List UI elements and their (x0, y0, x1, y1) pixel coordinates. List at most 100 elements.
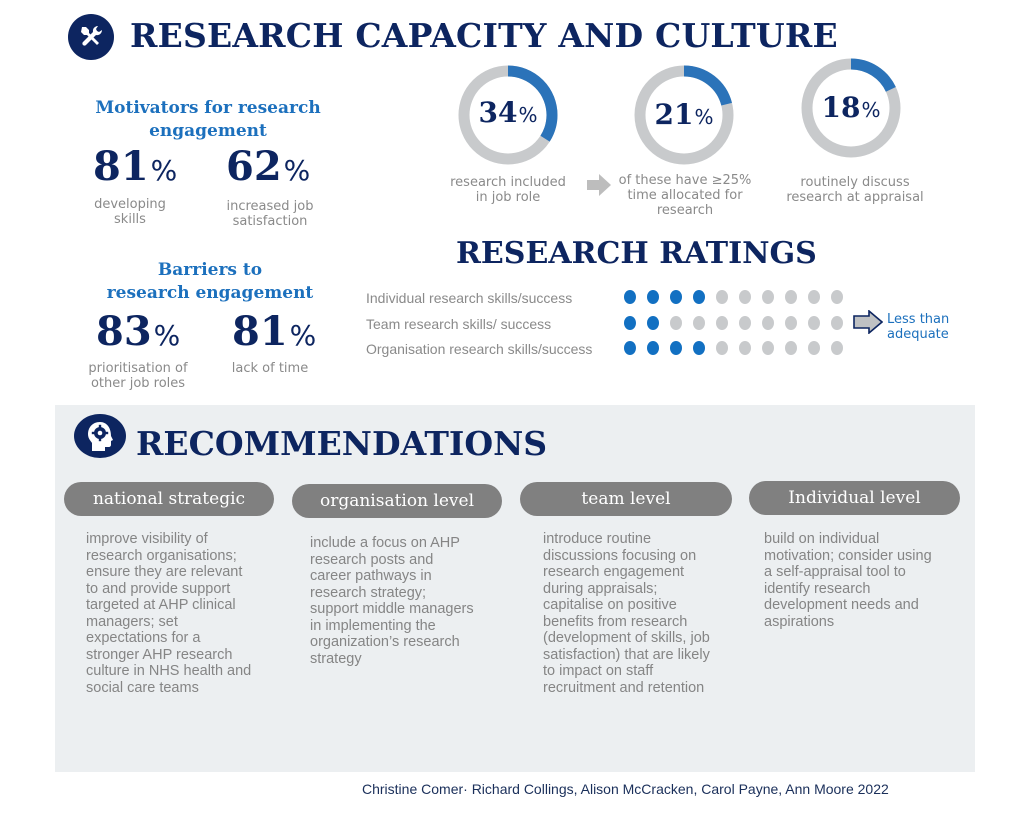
rating-dot-filled (670, 290, 682, 304)
rec-text-line: to and provide support (86, 580, 231, 597)
rec-text-line: culture in NHS health and (86, 663, 252, 679)
barrier-stat-value: 81% (232, 308, 317, 355)
rating-dot-filled (624, 290, 636, 304)
motivators-heading-line1: Motivators for research (95, 98, 321, 118)
donut-chart-34: 34% (458, 65, 558, 169)
rating-dot-empty (693, 316, 705, 330)
rating-dot-empty (785, 316, 797, 330)
rec-text-line: capitalise on positive (543, 597, 677, 613)
pill-individual-level: Individual level (749, 481, 960, 515)
pill-organisation-level: organisation level (292, 484, 502, 518)
rating-dot-filled (647, 316, 659, 330)
rec-text-line: social care teams (86, 679, 199, 696)
rating-dot-empty (739, 316, 751, 330)
rating-dot-empty (831, 341, 843, 355)
donut-ring (458, 65, 558, 165)
rec-text-line: identify research (764, 580, 871, 597)
rating-dot-filled (647, 290, 659, 304)
donut-ring (634, 65, 734, 165)
rec-text-line: research organisations; (86, 547, 237, 564)
rating-dot-empty (831, 290, 843, 304)
rec-text-line: include a focus on AHP (310, 535, 460, 551)
rating-dots (624, 341, 843, 355)
tools-icon (68, 14, 114, 60)
rec-text-line: to impact on staff (543, 663, 654, 679)
rating-dot-empty (808, 341, 820, 355)
recommendations-title: RECOMMENDATIONS (136, 424, 548, 463)
rating-dot-empty (808, 290, 820, 304)
rec-text-line: build on individual (764, 531, 880, 547)
rec-text-line: career pathways in (310, 568, 432, 584)
rating-label: Individual research skills/success (366, 290, 573, 306)
rec-text-line: introduce routine (543, 531, 652, 547)
motivator-stat-label: increased job satisfaction (226, 199, 314, 229)
recommendations-panel (55, 405, 975, 772)
rec-text-line: improve visibility of (86, 531, 208, 547)
motivator-stat-value: 62% (226, 143, 311, 190)
motivator-stat-label: developing skills (94, 197, 166, 227)
arrow-right-icon (587, 174, 611, 200)
authors-credit: Christine Comer· Richard Collings, Aliso… (362, 781, 889, 797)
donut-ring (801, 58, 901, 158)
rating-dot-empty (762, 341, 774, 355)
rec-text-line: targeted at AHP clinical (86, 597, 236, 613)
motivators-heading: Motivators for research engagement (70, 97, 346, 143)
rating-label: Organisation research skills/success (366, 341, 593, 357)
rating-dot-filled (624, 316, 636, 330)
rec-text-line: research posts and (310, 551, 434, 568)
rec-text-line: support middle managers (310, 601, 474, 617)
rating-dot-filled (693, 341, 705, 355)
donut-label: routinely discuss research at appraisal (786, 175, 924, 205)
rating-dot-empty (785, 290, 797, 304)
barrier-stat-value: 83% (96, 308, 181, 355)
rating-dot-empty (739, 290, 751, 304)
rec-text-team: introduce routine discussions focusing on… (543, 531, 743, 696)
page-title: RESEARCH CAPACITY AND CULTURE (130, 16, 838, 55)
pill-team-level: team level (520, 482, 732, 516)
rec-text-line: stronger AHP research (86, 646, 233, 663)
rating-dot-filled (624, 341, 636, 355)
rating-dot-empty (739, 341, 751, 355)
rec-text-line: development needs and (764, 597, 919, 613)
rec-text-individual: build on individual motivation; consider … (764, 531, 964, 630)
rec-text-line: organization’s research (310, 634, 460, 650)
rating-dot-empty (831, 316, 843, 330)
outline-arrow-right-icon (853, 309, 884, 338)
pill-national-strategic: national strategic (64, 482, 274, 516)
donut-value: 34% (478, 96, 538, 129)
rec-text-line: aspirations (764, 613, 835, 630)
donut-chart-18: 18% (801, 58, 901, 162)
motivator-stat-value: 81% (93, 143, 178, 190)
rec-text-line: recruitment and retention (543, 679, 705, 696)
rec-text-line: ensure they are relevant (86, 564, 243, 580)
rec-text-line: during appraisals; (543, 580, 658, 597)
rec-text-line: discussions focusing on (543, 547, 697, 564)
less-than-adequate-label: Less than adequate (887, 312, 950, 342)
rating-dot-empty (785, 341, 797, 355)
rec-text-line: motivation; consider using (764, 547, 932, 564)
donut-value: 18% (821, 91, 881, 124)
rating-dot-empty (716, 290, 728, 304)
rating-dot-empty (808, 316, 820, 330)
rating-dot-filled (670, 341, 682, 355)
rating-dot-filled (647, 341, 659, 355)
barriers-heading: Barriers to research engagement (80, 259, 340, 305)
donut-value: 21% (654, 98, 714, 131)
rating-dot-empty (716, 316, 728, 330)
donut-label: research included in job role (450, 175, 566, 205)
motivators-heading-line2: engagement (149, 121, 267, 141)
rating-dot-empty (716, 341, 728, 355)
rating-dots (624, 290, 843, 304)
barriers-heading-line1: Barriers to (157, 260, 263, 280)
barrier-stat-label: prioritisation of other job roles (88, 361, 188, 391)
rec-text-line: (development of skills, job (543, 630, 710, 646)
rating-dot-empty (762, 316, 774, 330)
donut-chart-21: 21% (634, 65, 734, 169)
rating-dot-filled (693, 290, 705, 304)
donut-label: of these have ≥25% time allocated for rese… (618, 173, 752, 218)
rec-text-line: satisfaction) that are likely (543, 646, 710, 663)
rec-text-organisation: include a focus on AHP research posts and… (310, 535, 510, 667)
rating-dot-empty (762, 290, 774, 304)
rec-text-national: improve visibility of research organisati… (86, 531, 286, 696)
rec-text-line: managers; set (86, 613, 178, 630)
